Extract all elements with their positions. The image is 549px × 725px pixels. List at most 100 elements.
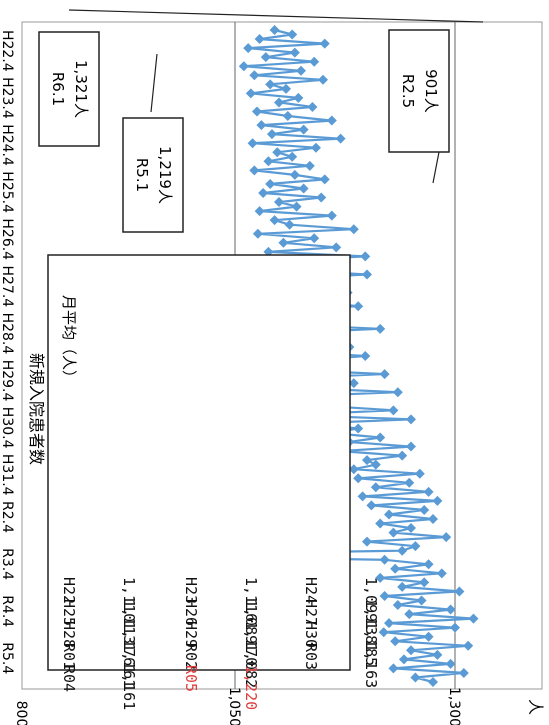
data-point-96 (370, 459, 381, 470)
callout-r51-title: R5.1 (133, 158, 151, 192)
y-tick-1050: 1,050 (226, 687, 242, 725)
table-value-1-0: 1,113 (120, 599, 138, 644)
data-point-106 (419, 504, 430, 515)
x-tick-label-13: R5.4 (0, 642, 15, 674)
table-value-3-2: 1,163 (362, 643, 380, 688)
data-point-42 (269, 215, 280, 226)
data-point-40 (254, 206, 265, 217)
data-point-33 (319, 174, 330, 185)
x-tick-label-11: R3.4 (0, 548, 15, 580)
x-tick-label-1: H23.4 (0, 77, 15, 119)
callout-r25-title: R2.5 (399, 74, 417, 108)
table-value-2-0: 1,176 (120, 621, 138, 666)
data-point-95 (362, 455, 372, 466)
data-point-47 (278, 237, 289, 248)
data-point-140 (445, 658, 456, 669)
table-year-0-1: H23 (182, 577, 200, 604)
data-point-101 (370, 482, 381, 493)
data-point-111 (388, 527, 399, 538)
data-point-31 (249, 165, 260, 176)
table-year-1-2: H27 (302, 599, 320, 626)
data-point-17 (307, 101, 318, 112)
data-point-99 (353, 473, 364, 484)
data-point-141 (388, 663, 399, 674)
x-tick-label-2: H24.4 (0, 124, 15, 166)
data-point-8 (238, 61, 249, 72)
data-point-5 (289, 47, 300, 58)
data-point-46 (309, 233, 320, 244)
data-point-109 (375, 518, 386, 529)
table-year-4-0: R04 (60, 665, 78, 692)
callouts: R6.1 1,321人 R5.1 1,219人 R2.5 901人 (38, 9, 484, 233)
table-value-0-1: 1,116 (242, 577, 260, 622)
data-point-9 (296, 65, 306, 76)
data-point-38 (274, 197, 284, 208)
data-point-76 (379, 369, 390, 380)
callout-r51-value: 1,219人 (156, 146, 174, 204)
data-point-21 (256, 120, 267, 131)
data-point-143 (410, 672, 421, 683)
table-year-1-0: H25 (60, 599, 78, 626)
table-value-4-0: 1,161 (120, 665, 138, 710)
data-point-86 (406, 414, 416, 425)
data-point-108 (428, 514, 438, 524)
data-point-39 (291, 201, 302, 212)
data-point-132 (450, 622, 460, 633)
data-point-45 (252, 228, 263, 239)
data-point-134 (423, 631, 434, 642)
x-tick-label-5: H27.4 (0, 266, 15, 308)
table-box (47, 254, 351, 671)
callout-r61-value: 1,321人 (72, 60, 90, 118)
data-point-118 (423, 559, 434, 570)
data-point-126 (416, 595, 427, 606)
data-point-130 (468, 613, 479, 624)
table-value-0-0: 1,110 (120, 577, 138, 622)
data-point-10 (249, 70, 260, 81)
callout-r51-box (122, 117, 184, 233)
callout-r25-leader (432, 151, 440, 184)
data-point-26 (310, 142, 321, 153)
data-point-119 (390, 563, 401, 574)
data-point-37 (316, 192, 327, 203)
data-point-27 (272, 147, 283, 158)
data-point-36 (258, 188, 269, 198)
table-value-1-1: 1,089 (242, 599, 260, 644)
table-year-2-1: H29 (182, 621, 200, 648)
data-point-50 (360, 251, 371, 262)
data-point-24 (335, 133, 346, 144)
data-point-48 (331, 242, 342, 253)
data-point-19 (282, 111, 293, 122)
x-tick-label-7: H29.4 (0, 360, 15, 402)
data-point-123 (397, 581, 408, 592)
data-point-88 (353, 423, 364, 434)
data-point-72 (360, 351, 371, 361)
table-value-1-2: 1,138 (362, 599, 380, 644)
data-point-30 (304, 160, 315, 171)
table-year-3-1: R02 (182, 643, 200, 670)
data-point-43 (284, 219, 295, 230)
data-point-4 (243, 43, 254, 54)
y-tick-800: 800 (13, 701, 29, 725)
data-point-113 (362, 536, 372, 547)
data-point-105 (366, 500, 377, 511)
data-point-129 (404, 609, 415, 620)
data-point-138 (432, 649, 443, 660)
table-value-2-2: 1,185 (362, 621, 380, 666)
data-point-80 (392, 387, 403, 398)
callout-r25-value: 901人 (422, 69, 440, 113)
table-year-0-0: H22 (60, 577, 78, 604)
x-tick-label-0: H22.4 (0, 30, 15, 72)
x-tick-label-9: H31.4 (0, 454, 15, 496)
callout-r51-leader (150, 53, 158, 113)
data-point-90 (375, 432, 386, 443)
data-point-142 (458, 667, 469, 678)
x-tick-label-4: H26.4 (0, 218, 15, 260)
table-year-2-2: H30 (302, 621, 320, 648)
data-point-23 (266, 129, 277, 140)
data-point-102 (423, 486, 434, 497)
data-point-136 (463, 640, 474, 651)
data-point-103 (357, 491, 368, 502)
data-point-66 (375, 323, 386, 334)
data-point-120 (436, 568, 447, 579)
